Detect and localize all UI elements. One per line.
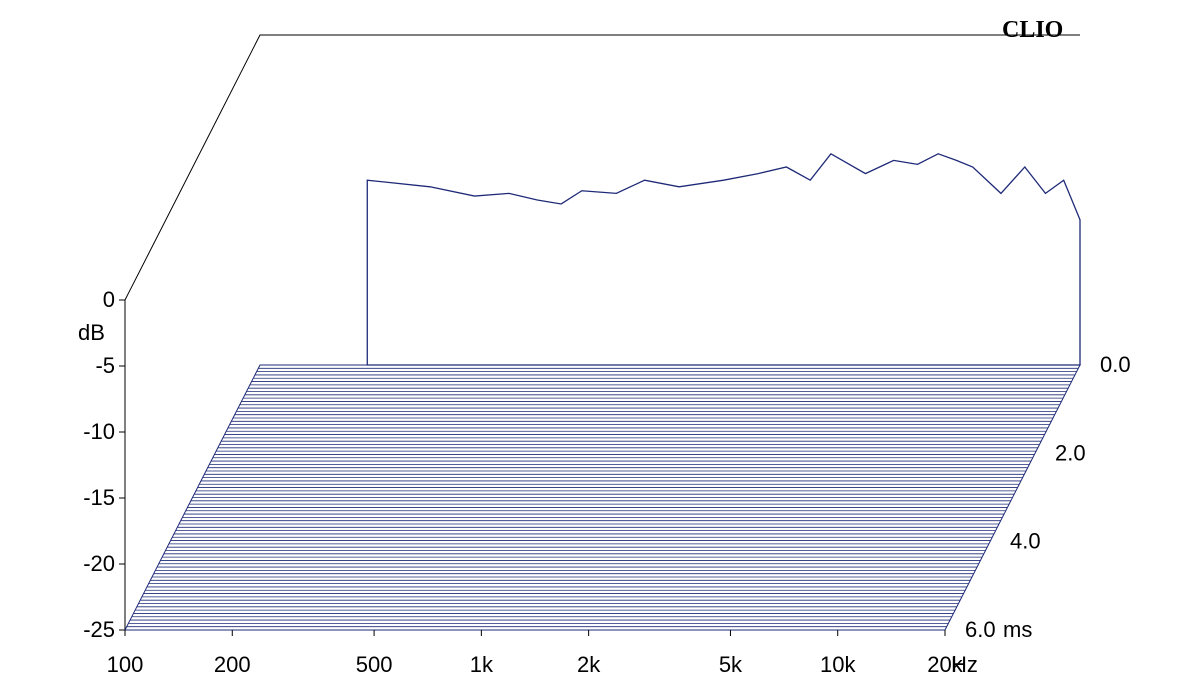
y-tick-label: -25 (83, 617, 115, 642)
x-tick-label: 10k (820, 652, 856, 677)
z-axis-unit-label: ms (1003, 617, 1032, 642)
x-tick-label: 1k (470, 652, 494, 677)
y-tick-label: -20 (83, 551, 115, 576)
y-tick-label: -15 (83, 485, 115, 510)
time-floor (124, 364, 1081, 631)
x-axis-unit-label: Hz (951, 652, 978, 677)
x-axis-ticks: 100 200 500 1k 2k 5k 10k 20k (107, 630, 964, 677)
clio-brand-label: CLIO (1002, 17, 1063, 43)
frame-top-edge (124, 34, 1080, 301)
x-tick-label: 2k (577, 652, 601, 677)
z-tick-label: 4.0 (1010, 529, 1041, 554)
y-axis-unit-label: dB (78, 320, 105, 345)
z-axis-ticks: 0.0 2.0 4.0 6.0 (965, 352, 1131, 642)
y-tick-label: -5 (95, 353, 115, 378)
z-tick-label: 0.0 (1100, 352, 1131, 377)
x-tick-label: 100 (107, 652, 144, 677)
decay-slices (366, 152, 1081, 366)
x-tick-label: 200 (214, 652, 251, 677)
decay-slice-0 (366, 152, 1081, 366)
x-tick-label: 20k (927, 652, 963, 677)
z-tick-label: 6.0 (965, 617, 996, 642)
y-axis-ticks: 0 -5 -10 -15 -20 -25 (83, 287, 125, 642)
z-tick-label: 2.0 (1055, 440, 1086, 465)
x-tick-label: 5k (719, 652, 743, 677)
y-tick-label: -10 (83, 419, 115, 444)
x-tick-label: 500 (356, 652, 393, 677)
y-tick-label: 0 (103, 287, 115, 312)
